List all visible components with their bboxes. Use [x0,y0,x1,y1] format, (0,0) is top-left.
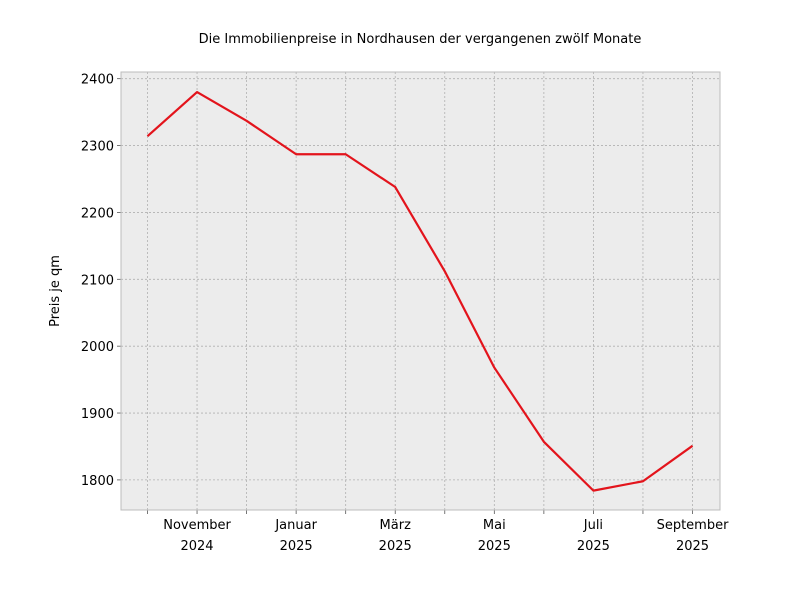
x-tick-label: März [380,518,412,533]
x-tick-label: Juli [583,518,603,533]
grid-lines [121,72,720,510]
x-tick-label-year: 2025 [478,539,511,554]
y-tick-label: 1800 [81,474,114,489]
x-tick-label: September [657,518,730,533]
plot-frame [120,71,721,511]
y-tick-label: 2300 [81,140,114,155]
x-tick-label-year: 2025 [280,539,313,554]
series-layer [146,90,694,492]
x-tick-label: Januar [274,518,317,533]
x-tick-label-year: 2024 [180,539,213,554]
y-axis-label: Preis je qm [48,255,63,327]
plot-area [121,72,720,510]
x-tick-label-year: 2025 [379,539,412,554]
x-tick-label-year: 2025 [676,539,709,554]
y-tick-label: 1900 [81,407,114,422]
y-axis: 1800 1900 2000 2100 2200 2300 2400 [81,73,121,489]
y-tick-label: 2100 [81,273,114,288]
y-tick-label: 2200 [81,206,114,221]
x-tick-label: Mai [483,518,506,533]
x-axis: November 2024 Januar 2025 März 2025 Mai 2025 Jul… [147,510,730,554]
y-tick-label: 2400 [81,73,114,88]
y-tick-label: 2000 [81,340,114,355]
chart-title: Die Immobilienpreise in Nordhausen der v… [199,32,642,47]
x-tick-label-year: 2025 [577,539,610,554]
x-tick-label: November [163,518,231,533]
series-line [146,90,694,492]
